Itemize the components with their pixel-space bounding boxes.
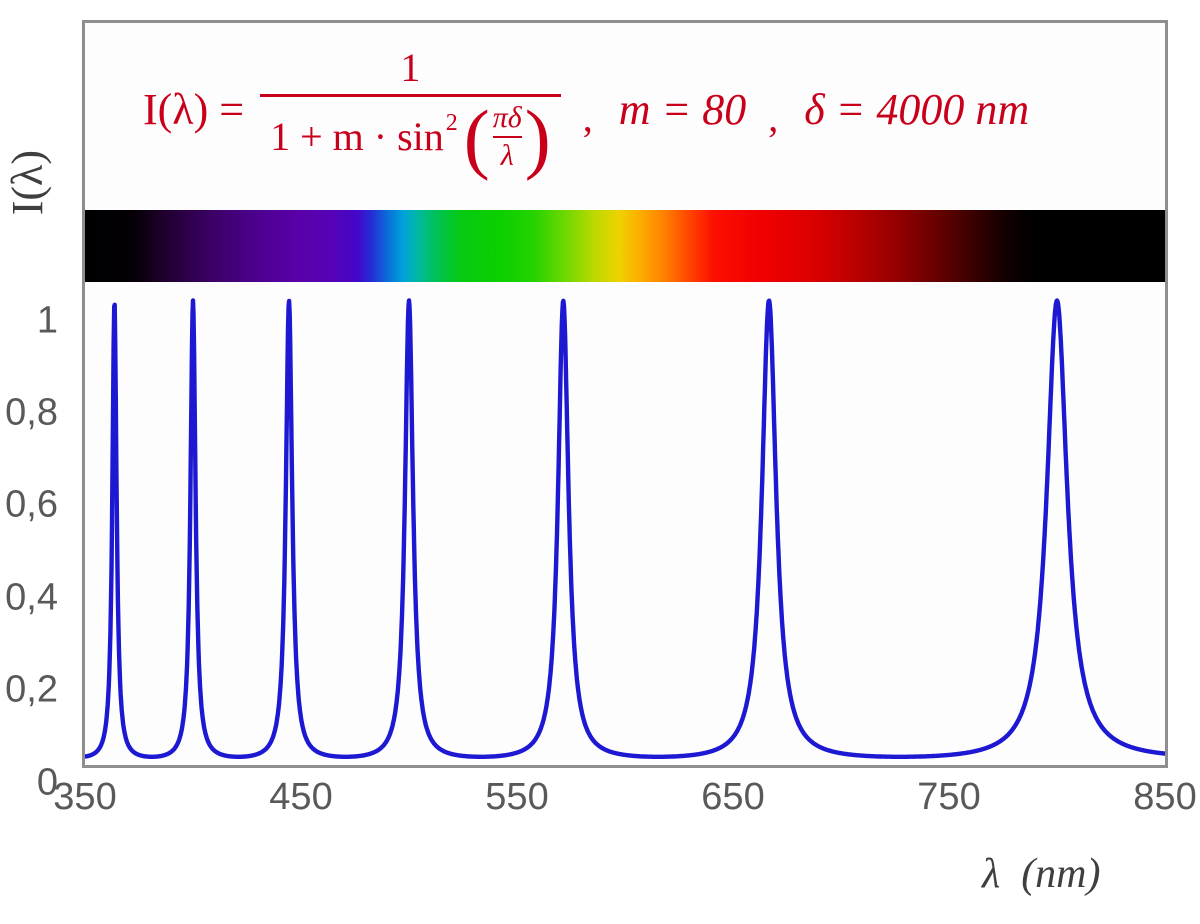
denominator-exponent: 2 <box>445 110 458 136</box>
inner-fraction: πδ λ <box>492 100 522 173</box>
x-axis-title: λ (nm) <box>982 851 1101 897</box>
right-paren: ) <box>524 93 551 181</box>
left-paren: ( <box>463 93 490 181</box>
x-tick-label: 350 <box>53 776 117 818</box>
x-axis-tick-labels: 350 450 550 650 750 850 <box>53 776 1196 824</box>
y-tick-label: 0,6 <box>5 483 58 526</box>
formula: I(λ) = 1 1 + m · sin 2 ( πδ λ ) , m = 80 … <box>143 33 1029 185</box>
intensity-curve-line <box>85 298 1165 759</box>
inner-fraction-numerator: πδ <box>492 100 522 134</box>
x-tick-label: 850 <box>1133 776 1197 818</box>
denominator-text: 1 + m · sin <box>270 114 444 159</box>
plot-frame: I(λ) = 1 1 + m · sin 2 ( πδ λ ) , m = 80 … <box>82 20 1168 768</box>
intensity-curve-plot <box>85 298 1165 759</box>
y-tick-label: 0,2 <box>5 668 58 711</box>
y-axis-tick-labels: 1 0,8 0,6 0,4 0,2 0 <box>0 20 74 803</box>
fraction-denominator: 1 + m · sin 2 ( πδ λ ) <box>260 93 561 181</box>
inner-fraction-bar <box>492 135 522 139</box>
param-delta: δ = 4000 nm <box>804 84 1030 134</box>
param-m: m = 80 <box>618 84 747 134</box>
y-tick-label: 0,4 <box>5 576 58 619</box>
y-tick-label: 1 <box>36 299 58 341</box>
inner-fraction-denominator: λ <box>500 139 514 173</box>
formula-separator: , <box>768 94 779 140</box>
y-tick-label: 0 <box>36 761 58 803</box>
spectrum-bar <box>85 210 1165 282</box>
formula-lhs: I(λ) = <box>143 84 245 134</box>
fraction-bar <box>260 93 561 97</box>
x-tick-label: 750 <box>917 776 981 818</box>
formula-fraction: 1 1 + m · sin 2 ( πδ λ ) <box>260 44 561 181</box>
x-tick-label: 650 <box>701 776 765 818</box>
y-tick-label: 0,8 <box>5 391 58 434</box>
formula-separator: , <box>582 94 593 140</box>
x-tick-label: 550 <box>485 776 549 818</box>
x-tick-label: 450 <box>269 776 333 818</box>
fraction-numerator: 1 <box>400 44 421 90</box>
